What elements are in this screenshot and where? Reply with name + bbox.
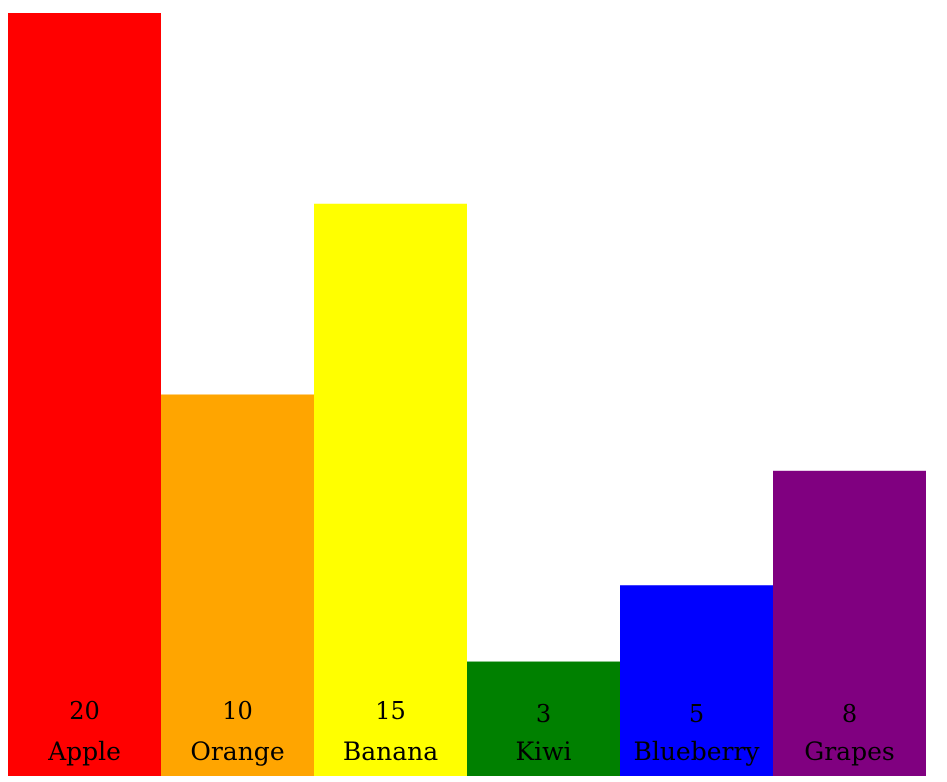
bar-grapes xyxy=(773,470,926,776)
category-label: Apple xyxy=(47,737,121,766)
bar-apple xyxy=(8,13,161,776)
category-label: Blueberry xyxy=(633,737,760,766)
bar-value-label: 8 xyxy=(842,700,857,728)
bar-value-label: 10 xyxy=(222,697,253,725)
bar-value-label: 5 xyxy=(689,700,704,728)
bar-group-orange: 10 Orange xyxy=(161,394,314,776)
bar-group-blueberry: 5 Blueberry xyxy=(620,585,773,776)
bar-group-apple: 20 Apple xyxy=(8,13,161,776)
category-label: Kiwi xyxy=(515,737,571,766)
bar-value-label: 15 xyxy=(375,697,406,725)
category-label: Banana xyxy=(343,737,438,766)
bar-value-label: 20 xyxy=(69,697,100,725)
bar-group-banana: 15 Banana xyxy=(314,203,467,776)
bar-orange xyxy=(161,394,314,776)
bar-kiwi xyxy=(467,661,620,776)
category-label: Orange xyxy=(190,737,284,766)
bar-blueberry xyxy=(620,585,773,776)
bar-value-label: 3 xyxy=(536,700,551,728)
bar-group-grapes: 8 Grapes xyxy=(773,470,926,776)
bar-group-kiwi: 3 Kiwi xyxy=(467,661,620,776)
bar-banana xyxy=(314,203,467,776)
category-label: Grapes xyxy=(804,737,894,766)
